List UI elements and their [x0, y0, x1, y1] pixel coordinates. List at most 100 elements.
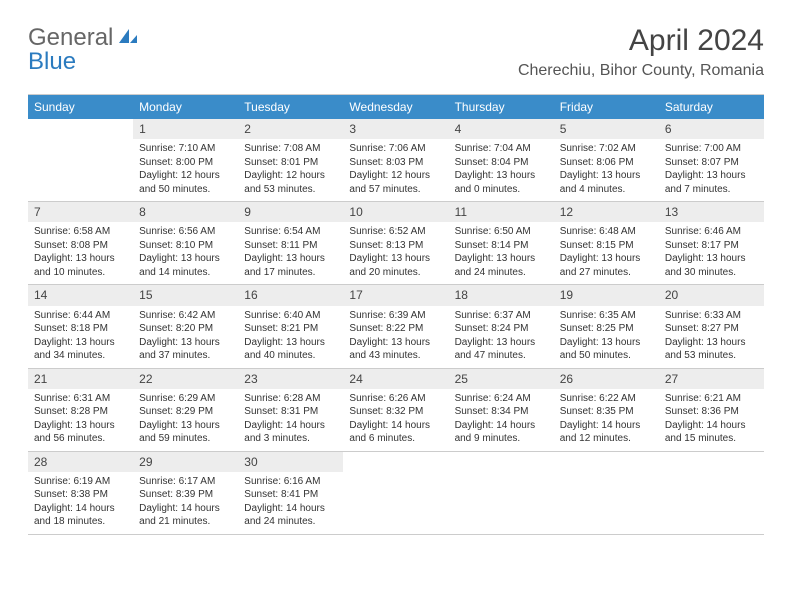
- daylight-line: Daylight: 14 hours and 9 minutes.: [455, 419, 548, 446]
- day-cell: 13Sunrise: 6:46 AMSunset: 8:17 PMDayligh…: [659, 202, 764, 284]
- week-row: 14Sunrise: 6:44 AMSunset: 8:18 PMDayligh…: [28, 285, 764, 368]
- sunset-line: Sunset: 8:21 PM: [244, 322, 337, 336]
- weekday-header: Sunday: [28, 95, 133, 119]
- day-number: 10: [343, 202, 448, 222]
- sunrise-line: Sunrise: 6:56 AM: [139, 225, 232, 239]
- weekday-header: Monday: [133, 95, 238, 119]
- day-number: 16: [238, 285, 343, 305]
- sunset-line: Sunset: 8:20 PM: [139, 322, 232, 336]
- sunset-line: Sunset: 8:00 PM: [139, 156, 232, 170]
- daylight-line: Daylight: 13 hours and 17 minutes.: [244, 252, 337, 279]
- day-number: 19: [554, 285, 659, 305]
- sunset-line: Sunset: 8:17 PM: [665, 239, 758, 253]
- sunset-line: Sunset: 8:36 PM: [665, 405, 758, 419]
- sunrise-line: Sunrise: 6:31 AM: [34, 392, 127, 406]
- day-cell: 30 Sunrise: 6:16 AMSunset: 8:41 PMDayligh…: [238, 452, 343, 534]
- day-cell: 27Sunrise: 6:21 AMSunset: 8:36 PMDayligh…: [659, 369, 764, 451]
- sunset-line: Sunset: 8:04 PM: [455, 156, 548, 170]
- sunset-line: Sunset: 8:18 PM: [34, 322, 127, 336]
- day-number: 26: [554, 369, 659, 389]
- sunrise-line: Sunrise: 6:58 AM: [34, 225, 127, 239]
- weekday-header-row: SundayMondayTuesdayWednesdayThursdayFrid…: [28, 95, 764, 119]
- sunrise-line: Sunrise: 6:52 AM: [349, 225, 442, 239]
- sunset-line: Sunset: 8:14 PM: [455, 239, 548, 253]
- daylight-line: Daylight: 14 hours and 21 minutes.: [139, 502, 232, 529]
- sunrise-line: Sunrise: 6:35 AM: [560, 309, 653, 323]
- daylight-line: Daylight: 14 hours and 24 minutes.: [244, 502, 337, 529]
- weekday-header: Saturday: [659, 95, 764, 119]
- daylight-line: Daylight: 13 hours and 47 minutes.: [455, 336, 548, 363]
- week-row: 21Sunrise: 6:31 AMSunset: 8:28 PMDayligh…: [28, 369, 764, 452]
- day-number: 4: [449, 119, 554, 139]
- sunrise-line: Sunrise: 7:10 AM: [139, 142, 232, 156]
- daylight-line: Daylight: 13 hours and 20 minutes.: [349, 252, 442, 279]
- day-cell: 7Sunrise: 6:58 AMSunset: 8:08 PMDaylight…: [28, 202, 133, 284]
- day-cell: 16Sunrise: 6:40 AMSunset: 8:21 PMDayligh…: [238, 285, 343, 367]
- day-cell: 29Sunrise: 6:17 AMSunset: 8:39 PMDayligh…: [133, 452, 238, 534]
- day-cell: 15Sunrise: 6:42 AMSunset: 8:20 PMDayligh…: [133, 285, 238, 367]
- page-header: General April 2024 Cherechiu, Bihor Coun…: [28, 24, 764, 80]
- daylight-line: Daylight: 12 hours and 53 minutes.: [244, 169, 337, 196]
- day-cell: [554, 452, 659, 534]
- sunset-line: Sunset: 8:13 PM: [349, 239, 442, 253]
- sunrise-line: Sunrise: 6:26 AM: [349, 392, 442, 406]
- sunset-line: Sunset: 8:11 PM: [244, 239, 337, 253]
- day-cell: 19Sunrise: 6:35 AMSunset: 8:25 PMDayligh…: [554, 285, 659, 367]
- day-cell: 14Sunrise: 6:44 AMSunset: 8:18 PMDayligh…: [28, 285, 133, 367]
- daylight-line: Daylight: 14 hours and 15 minutes.: [665, 419, 758, 446]
- sunset-line: Sunset: 8:08 PM: [34, 239, 127, 253]
- sunrise-line: Sunrise: 6:28 AM: [244, 392, 337, 406]
- day-number-empty: [343, 452, 448, 472]
- sunrise-line: Sunrise: 7:00 AM: [665, 142, 758, 156]
- day-cell: 2 Sunrise: 7:08 AMSunset: 8:01 PMDaylight…: [238, 119, 343, 201]
- week-row: 7 Sunrise: 6:58 AMSunset: 8:08 PM Daylight…: [28, 202, 764, 285]
- sail-icon: [117, 24, 139, 52]
- day-number: 8: [133, 202, 238, 222]
- day-cell: 21Sunrise: 6:31 AMSunset: 8:28 PMDayligh…: [28, 369, 133, 451]
- day-cell: 17Sunrise: 6:39 AMSunset: 8:22 PMDayligh…: [343, 285, 448, 367]
- day-cell: 3Sunrise: 7:06 AMSunset: 8:03 PMDaylight…: [343, 119, 448, 201]
- day-cell: 24Sunrise: 6:26 AMSunset: 8:32 PMDayligh…: [343, 369, 448, 451]
- sunrise-line: Sunrise: 6:29 AM: [139, 392, 232, 406]
- day-cell: 5Sunrise: 7:02 AMSunset: 8:06 PMDaylight…: [554, 119, 659, 201]
- day-cell: 1Sunrise: 7:10 AMSunset: 8:00 PMDaylight…: [133, 119, 238, 201]
- day-number: 7: [28, 202, 133, 222]
- day-cell: [343, 452, 448, 534]
- sunset-line: Sunset: 8:01 PM: [244, 156, 337, 170]
- daylight-line: Daylight: 13 hours and 34 minutes.: [34, 336, 127, 363]
- day-cell: [28, 119, 133, 201]
- day-cell: 9Sunrise: 6:54 AMSunset: 8:11 PMDaylight…: [238, 202, 343, 284]
- sunrise-line: Sunrise: 6:16 AM: [244, 475, 337, 489]
- sunset-line: Sunset: 8:03 PM: [349, 156, 442, 170]
- sunset-line: Sunset: 8:34 PM: [455, 405, 548, 419]
- sunrise-line: Sunrise: 6:37 AM: [455, 309, 548, 323]
- day-cell: 11Sunrise: 6:50 AMSunset: 8:14 PMDayligh…: [449, 202, 554, 284]
- sunset-line: Sunset: 8:41 PM: [244, 488, 337, 502]
- sunrise-line: Sunrise: 7:08 AM: [244, 142, 337, 156]
- sunset-line: Sunset: 8:07 PM: [665, 156, 758, 170]
- weekday-header: Thursday: [449, 95, 554, 119]
- day-cell: 18Sunrise: 6:37 AMSunset: 8:24 PMDayligh…: [449, 285, 554, 367]
- sunrise-line: Sunrise: 6:50 AM: [455, 225, 548, 239]
- daylight-line: Daylight: 14 hours and 12 minutes.: [560, 419, 653, 446]
- sunrise-line: Sunrise: 6:46 AM: [665, 225, 758, 239]
- day-number: 15: [133, 285, 238, 305]
- day-number-empty: [449, 452, 554, 472]
- day-number: 23: [238, 369, 343, 389]
- month-title: April 2024: [518, 24, 764, 58]
- title-block: April 2024 Cherechiu, Bihor County, Roma…: [518, 24, 764, 80]
- daylight-line: Daylight: 13 hours and 7 minutes.: [665, 169, 758, 196]
- daylight-line: Daylight: 13 hours and 30 minutes.: [665, 252, 758, 279]
- day-cell: 6Sunrise: 7:00 AMSunset: 8:07 PMDaylight…: [659, 119, 764, 201]
- sunrise-line: Sunrise: 7:04 AM: [455, 142, 548, 156]
- day-cell: 10 Sunrise: 6:52 AMSunset: 8:13 PMDayligh…: [343, 202, 448, 284]
- day-number: 30: [238, 452, 343, 472]
- daylight-line: Daylight: 14 hours and 6 minutes.: [349, 419, 442, 446]
- day-number: 14: [28, 285, 133, 305]
- day-number: 2: [238, 119, 343, 139]
- daylight-line: Daylight: 14 hours and 18 minutes.: [34, 502, 127, 529]
- day-number: 28: [28, 452, 133, 472]
- sunset-line: Sunset: 8:06 PM: [560, 156, 653, 170]
- sunset-line: Sunset: 8:25 PM: [560, 322, 653, 336]
- sunset-line: Sunset: 8:24 PM: [455, 322, 548, 336]
